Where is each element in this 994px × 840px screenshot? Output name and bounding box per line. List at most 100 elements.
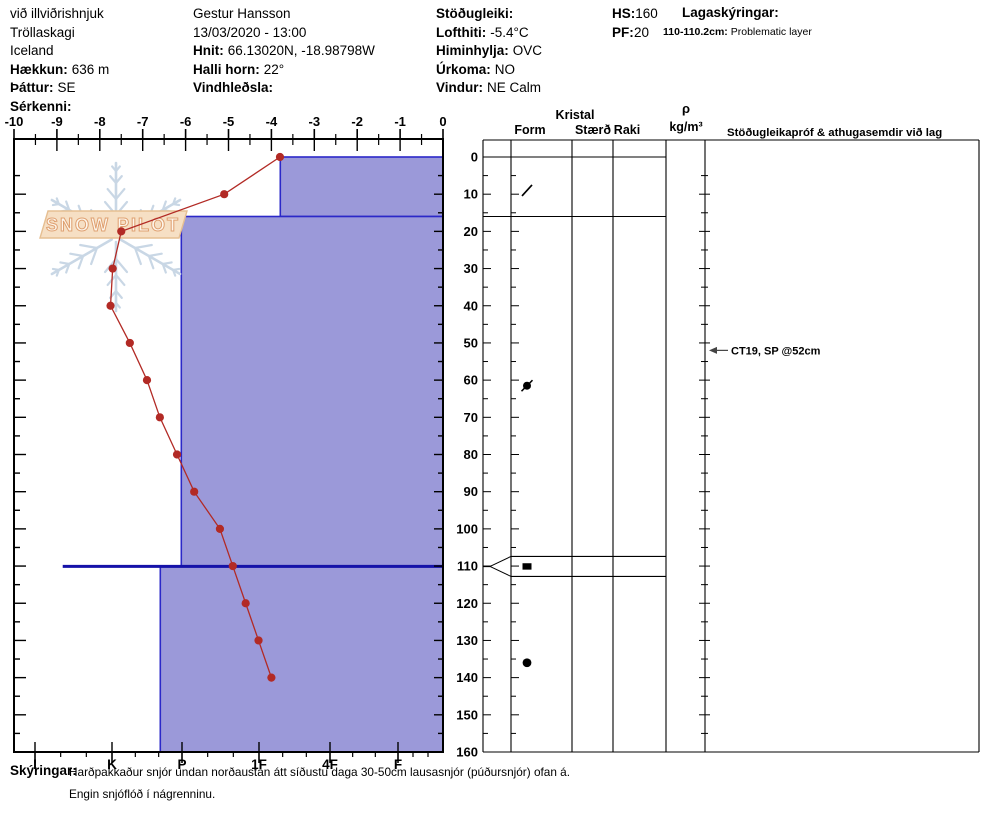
- totals-info: HS:160 PF:20: [612, 5, 658, 42]
- temperature-point: [142, 376, 152, 385]
- svg-text:kg/m³: kg/m³: [669, 120, 702, 134]
- svg-text:-8: -8: [94, 114, 106, 129]
- table-header-labels: Kristal Form Stærð Raki ρ kg/m³ Stöðugleikapró…: [514, 101, 942, 139]
- temperature-point: [106, 301, 115, 310]
- svg-text:-4: -4: [266, 114, 278, 129]
- stability-field: Stöðugleiki:: [436, 6, 514, 21]
- temperature-point: [228, 561, 237, 571]
- svg-text:I: I: [33, 757, 37, 772]
- svg-text:F: F: [394, 757, 402, 772]
- svg-text:Raki: Raki: [614, 123, 640, 137]
- observer-info: Gestur Hansson 13/03/2020 - 13:00 Hnit: 6…: [193, 5, 375, 98]
- svg-text:0: 0: [471, 150, 478, 165]
- pit-depth: PF:20: [612, 24, 650, 40]
- stability-test-annotation: CT19, SP @52cm: [709, 345, 821, 357]
- comments-line1: Harðpakkaður snjór undan norðaustan átt …: [69, 765, 571, 779]
- svg-text:120: 120: [456, 596, 478, 611]
- svg-text:80: 80: [464, 447, 478, 462]
- svg-text:140: 140: [456, 670, 478, 685]
- svg-text:-7: -7: [137, 114, 149, 129]
- snowflake-icon: [119, 238, 182, 277]
- grain-rg-df-icon: [520, 379, 534, 392]
- svg-text:-9: -9: [51, 114, 63, 129]
- wind-loading: Vindhleðsla:: [193, 80, 274, 96]
- temperature-point: [267, 673, 276, 682]
- conditions-info: Stöðugleiki: Lofthiti: -5.4°C Himinhylja:…: [436, 5, 542, 98]
- snowpilot-logo-text: SNOW PILOT: [46, 215, 180, 235]
- svg-text:1F: 1F: [251, 757, 267, 772]
- slope-angle: Halli horn: 22°: [193, 61, 285, 77]
- sky-cover: Himinhylja: OVC: [436, 43, 543, 59]
- plot-axes: -10 -9 -8 -7 -6 -5 -4 -3 -2 -1 0010203040506070809…: [5, 114, 478, 772]
- svg-text:20: 20: [464, 224, 478, 239]
- site-elevation: Hækkun: 636 m: [10, 61, 110, 77]
- site-info: við illviðrishnjuk Tröllaskagi Iceland H…: [10, 5, 109, 117]
- grain-fc-icon: [522, 563, 532, 570]
- svg-text:60: 60: [464, 373, 478, 388]
- crystal-table: [482, 139, 980, 753]
- svg-text:ρ: ρ: [682, 101, 690, 116]
- temperature-point: [155, 413, 164, 422]
- svg-text:110: 110: [457, 559, 478, 574]
- snowpilot-watermark: SNOW PILOT: [39, 161, 188, 313]
- svg-text:70: 70: [464, 410, 478, 425]
- svg-text:100: 100: [456, 521, 478, 536]
- svg-text:Stærð: Stærð: [575, 123, 611, 137]
- layer-note-text: Problematic layer: [730, 26, 812, 38]
- layer-note-entry: 110-110.2cm: Problematic layer: [663, 26, 812, 38]
- left-arrow-icon: [709, 346, 717, 354]
- temperature-point: [215, 524, 225, 533]
- svg-text:160: 160: [456, 745, 478, 760]
- site-name: við illviðrishnjuk: [10, 6, 104, 21]
- observer-name: Gestur Hansson: [193, 6, 291, 21]
- comments-line2: Engin snjóflóð í nágrenninu.: [69, 787, 216, 801]
- temperature-point: [108, 264, 117, 273]
- svg-text:Form: Form: [514, 123, 545, 137]
- temperature-point: [241, 599, 250, 608]
- site-aspect: Þáttur: SE: [10, 80, 76, 96]
- svg-text:40: 40: [464, 298, 478, 313]
- svg-text:-2: -2: [351, 114, 363, 129]
- layer-notes-title: Lagaskýringar:: [682, 5, 779, 20]
- svg-text:-10: -10: [5, 114, 24, 129]
- temperature-point: [172, 450, 182, 459]
- hardness-layer-bar: [180, 215, 444, 567]
- svg-text:CT19, SP @52cm: CT19, SP @52cm: [731, 345, 821, 357]
- svg-text:130: 130: [456, 633, 478, 648]
- hardness-layer-bar: [159, 566, 444, 753]
- svg-text:10: 10: [464, 187, 478, 202]
- snowpilot-banner: [39, 210, 188, 239]
- layer-note-range: 110-110.2cm:: [663, 26, 728, 38]
- svg-text:-5: -5: [223, 114, 235, 129]
- grain-form-symbols: [520, 184, 534, 668]
- svg-text:P: P: [177, 757, 186, 772]
- svg-text:K: K: [107, 757, 117, 772]
- temperature-point: [220, 190, 229, 199]
- temperature-line: [106, 152, 285, 682]
- site-region: Tröllaskagi: [10, 24, 75, 40]
- svg-text:Stöðugleikapróf & athugasemdir: Stöðugleikapróf & athugasemdir við lag: [727, 127, 942, 139]
- svg-text:-3: -3: [309, 114, 321, 129]
- temperature-point: [125, 338, 134, 348]
- hardness-layer-bar: [279, 156, 444, 218]
- comments-label: Skýringar:: [10, 763, 77, 778]
- svg-text:0: 0: [439, 114, 446, 129]
- observation-datetime: 13/03/2020 - 13:00: [193, 24, 307, 40]
- svg-text:30: 30: [464, 261, 478, 276]
- temperature-point: [190, 487, 199, 496]
- svg-text:4F: 4F: [322, 757, 338, 772]
- svg-text:90: 90: [464, 484, 478, 499]
- site-special: Sérkenni:: [10, 98, 72, 114]
- site-country: Iceland: [10, 43, 54, 59]
- snowflake-icon: [50, 238, 113, 277]
- svg-text:-1: -1: [394, 114, 406, 129]
- temperature-point: [275, 152, 285, 162]
- svg-text:Kristal: Kristal: [556, 108, 595, 122]
- temperature-point: [254, 636, 263, 645]
- precipitation: Úrkoma: NO: [436, 61, 516, 77]
- wind: Vindur: NE Calm: [436, 80, 542, 96]
- svg-text:-6: -6: [180, 114, 192, 129]
- grain-rg-icon: [522, 658, 532, 668]
